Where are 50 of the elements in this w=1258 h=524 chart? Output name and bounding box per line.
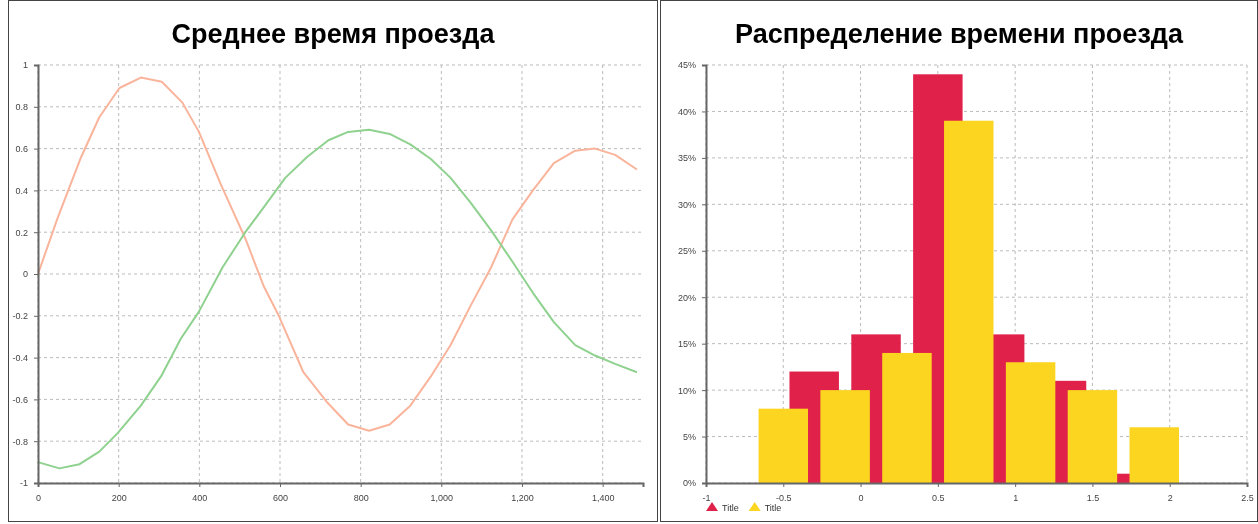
y-tick-label: 0.4 <box>15 185 28 196</box>
legend-label: Title <box>722 503 739 513</box>
y-tick-label: 35% <box>677 153 696 164</box>
x-tick-label: 2.5 <box>1241 493 1254 504</box>
x-tick-label: 200 <box>111 493 127 504</box>
x-tick-label: 600 <box>272 493 289 504</box>
y-tick-label: 45% <box>677 60 696 71</box>
y-tick-label: -0.2 <box>12 311 28 322</box>
x-tick-label: 0.5 <box>932 493 945 504</box>
y-tick-label: 1 <box>22 60 28 71</box>
x-tick-label: 2 <box>1167 493 1173 504</box>
chart-title: Среднее время проезда <box>171 19 496 49</box>
y-tick-label: 0% <box>682 478 696 489</box>
chart-title: Распределение времени проезда <box>735 19 1184 49</box>
bar <box>820 390 870 483</box>
y-tick-label: 30% <box>677 199 696 210</box>
x-tick-label: 0 <box>858 493 864 504</box>
x-tick-label: 800 <box>353 493 369 504</box>
bar <box>1005 362 1056 483</box>
y-tick-label: 25% <box>677 246 696 257</box>
legend-label: Title <box>764 503 782 513</box>
y-tick-label: -0.4 <box>12 352 28 363</box>
y-tick-label: 0.6 <box>15 143 28 154</box>
bar <box>882 352 932 483</box>
y-tick-label: -0.6 <box>12 394 28 405</box>
x-tick-label: 400 <box>192 493 208 504</box>
x-tick-label: 1,200 <box>511 493 534 504</box>
x-tick-label: 1 <box>1013 493 1019 504</box>
y-tick-label: 0.8 <box>15 102 28 113</box>
y-tick-label: 15% <box>677 339 696 350</box>
bar <box>944 120 994 483</box>
line-series <box>37 128 638 470</box>
x-tick-label: 1,400 <box>591 493 615 504</box>
y-tick-label: 10% <box>677 385 696 396</box>
bar <box>1067 390 1118 483</box>
line-series <box>37 76 638 432</box>
y-tick-label: 0.2 <box>15 227 28 238</box>
y-tick-label: -0.8 <box>12 436 28 447</box>
bar <box>1129 427 1179 483</box>
x-tick-label: 0 <box>35 493 42 504</box>
x-tick-label: -1 <box>702 493 711 504</box>
y-tick-label: 20% <box>677 292 696 303</box>
y-tick-label: 40% <box>677 106 696 117</box>
y-tick-label: 5% <box>682 431 696 442</box>
x-tick-label: 1,000 <box>430 493 454 504</box>
x-tick-label: -0.5 <box>776 493 792 504</box>
x-tick-label: 1.5 <box>1086 493 1100 504</box>
y-tick-label: -1 <box>19 478 28 489</box>
bar <box>758 408 809 483</box>
y-tick-label: 0 <box>22 269 28 280</box>
